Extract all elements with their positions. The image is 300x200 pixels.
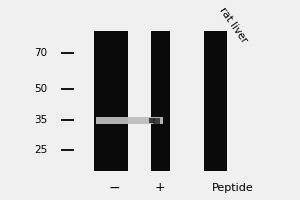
Bar (204, 31, 226, 171)
Bar (151, 31, 170, 171)
Bar (151, 117, 170, 124)
Text: 70: 70 (34, 48, 47, 58)
Text: +: + (155, 181, 166, 194)
Bar (96, 117, 164, 124)
Text: 35: 35 (34, 115, 47, 125)
Text: −: − (109, 181, 120, 195)
Text: 25: 25 (34, 145, 47, 155)
Bar (128, 117, 151, 124)
Text: Peptide: Peptide (212, 183, 254, 193)
Bar (153, 118, 160, 124)
Text: rat liver: rat liver (218, 5, 249, 45)
Bar (149, 118, 154, 123)
Text: 50: 50 (34, 84, 47, 94)
Bar (94, 31, 128, 171)
Bar (94, 117, 128, 124)
